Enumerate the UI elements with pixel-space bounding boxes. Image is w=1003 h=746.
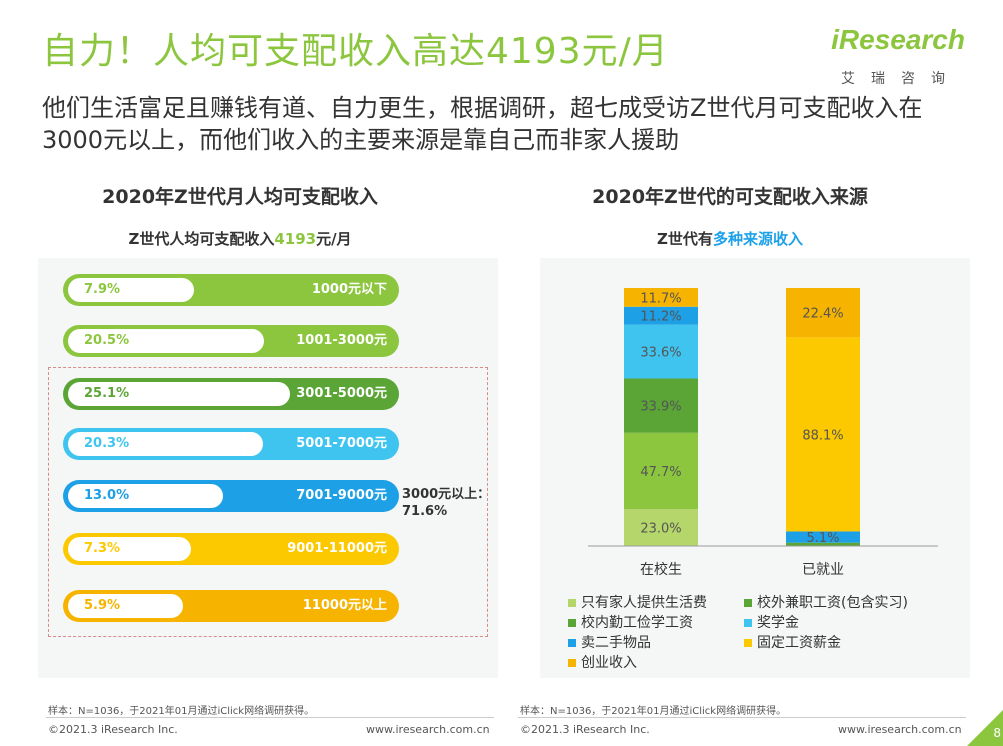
right-chart-title: 2020年Z世代的可支配收入来源	[592, 186, 868, 208]
legend-swatch	[744, 599, 752, 607]
income-bar-range: 11000元以上	[302, 598, 387, 613]
income-bar-range: 1000元以下	[311, 282, 387, 297]
income-bar: 20.3% 5001-7000元	[63, 428, 399, 460]
income-bar: 7.3% 9001-11000元	[63, 533, 399, 565]
legend-label: 创业收入	[581, 655, 637, 671]
income-bar-value: 25.1%	[68, 382, 290, 406]
income-bar-range: 1001-3000元	[296, 333, 387, 348]
income-bar: 5.9% 11000元以上	[63, 590, 399, 622]
income-bar-range: 7001-9000元	[296, 488, 387, 503]
stack-segment	[624, 306, 698, 325]
legend-label: 奖学金	[757, 615, 799, 631]
income-bar-range: 3001-5000元	[296, 386, 387, 401]
income-bar-value: 13.0%	[68, 484, 223, 508]
legend-swatch	[568, 659, 576, 667]
legend-item: 卖二手物品	[568, 632, 651, 652]
legend-swatch	[744, 639, 752, 647]
stack-segment	[786, 337, 860, 532]
stack-segment	[624, 509, 698, 546]
stack-segment	[624, 378, 698, 433]
left-sub-value: 4193	[274, 230, 317, 248]
category-label: 在校生	[640, 561, 682, 578]
right-footer-divider	[518, 717, 966, 718]
page-title: 自力！人均可支配收入高达4193元/月	[42, 31, 669, 72]
left-chart-subtitle: Z世代人均可支配收入4193元/月	[80, 228, 400, 249]
left-sub-prefix: Z世代人均可支配收入	[128, 230, 275, 248]
stack-segment-label: 22.4%	[802, 307, 843, 322]
income-bar-range: 5001-7000元	[296, 436, 387, 451]
stack-segment	[786, 288, 860, 338]
logo-subtitle: 艾瑞咨询	[841, 71, 961, 87]
income-bar-value: 7.9%	[68, 278, 195, 302]
stack-segment	[624, 432, 698, 510]
legend-label: 卖二手物品	[581, 635, 651, 651]
stack-segment	[624, 288, 698, 307]
iresearch-logo: iResearch 艾瑞咨询	[831, 24, 965, 94]
left-chart-title: 2020年Z世代月人均可支配收入	[102, 186, 378, 208]
income-bar-value: 20.5%	[68, 329, 265, 353]
stack-segment-label: 88.1%	[802, 428, 843, 443]
right-sample-note: 样本：N=1036，于2021年01月通过iClick网络调研获得。	[520, 706, 787, 717]
legend-item: 只有家人提供生活费	[568, 592, 707, 612]
legend-item: 创业收入	[568, 652, 637, 672]
logo-wordmark: iResearch	[831, 24, 965, 55]
left-sample-note: 样本：N=1036，于2021年01月通过iClick网络调研获得。	[48, 706, 315, 717]
legend-item: 固定工资薪金	[744, 632, 841, 652]
income-bar-value: 7.3%	[68, 537, 191, 561]
income-bar-range: 9001-11000元	[287, 541, 387, 556]
legend-label: 固定工资薪金	[757, 635, 841, 651]
over-3000-highlight-box	[48, 367, 488, 637]
income-bar: 13.0% 7001-9000元	[63, 480, 399, 512]
right-copyright: ©2021.3 iResearch Inc.	[520, 723, 650, 736]
income-bar-value: 5.9%	[68, 594, 183, 618]
stack-segment-label: 23.0%	[640, 522, 681, 537]
left-sub-suffix: 元/月	[316, 230, 352, 248]
stack-segment-label: 47.7%	[640, 465, 681, 480]
legend-label: 校内勤工俭学工资	[581, 615, 693, 631]
stack-segment-label: 5.1%	[806, 531, 839, 546]
income-bar-value: 20.3%	[68, 432, 264, 456]
legend-item: 奖学金	[744, 612, 799, 632]
left-copyright: ©2021.3 iResearch Inc.	[48, 723, 178, 736]
stack-segment-label: 11.2%	[640, 310, 681, 325]
corner-decoration	[967, 710, 1003, 746]
stack-segment	[624, 324, 698, 379]
income-bar: 7.9% 1000元以下	[63, 274, 399, 306]
left-footer-divider	[46, 717, 494, 718]
legend-item: 校外兼职工资(包含实习)	[744, 592, 908, 612]
right-url: www.iresearch.com.cn	[838, 723, 962, 736]
income-source-chart: 23.0% 47.7% 33.9% 33.6% 11.2% 11.7% 在校生 5.1% 88.…	[588, 288, 938, 578]
legend-swatch	[568, 639, 576, 647]
stack-segment	[786, 531, 860, 543]
annotation-label: 3000元以上：	[402, 487, 491, 502]
stack-segment-label: 11.7%	[640, 291, 681, 306]
income-bar: 25.1% 3001-5000元	[63, 378, 399, 410]
over-3000-annotation: 3000元以上： 71.6%	[402, 486, 490, 520]
legend-swatch	[568, 619, 576, 627]
legend-label: 校外兼职工资(包含实习)	[757, 595, 908, 611]
annotation-value: 71.6%	[402, 504, 448, 519]
right-sub-prefix: Z世代有	[657, 230, 713, 248]
right-chart-subtitle: Z世代有多种来源收入	[600, 228, 860, 249]
category-label: 已就业	[802, 562, 844, 578]
right-sub-highlight: 多种来源收入	[712, 230, 803, 248]
legend-item: 校内勤工俭学工资	[568, 612, 693, 632]
income-bar: 20.5% 1001-3000元	[63, 325, 399, 357]
right-panel-background	[540, 258, 970, 678]
page-number: 8	[993, 726, 1001, 740]
stack-segment-label: 33.6%	[640, 346, 681, 361]
legend-swatch	[744, 619, 752, 627]
legend-swatch	[568, 599, 576, 607]
page-subtitle: 他们生活富足且赚钱有道、自力更生，根据调研，超七成受访Z世代月可支配收入在300…	[42, 94, 923, 154]
stack-segment-label: 33.9%	[640, 400, 681, 415]
stack-segment	[786, 542, 860, 546]
legend-label: 只有家人提供生活费	[581, 595, 707, 611]
left-url: www.iresearch.com.cn	[366, 723, 490, 736]
